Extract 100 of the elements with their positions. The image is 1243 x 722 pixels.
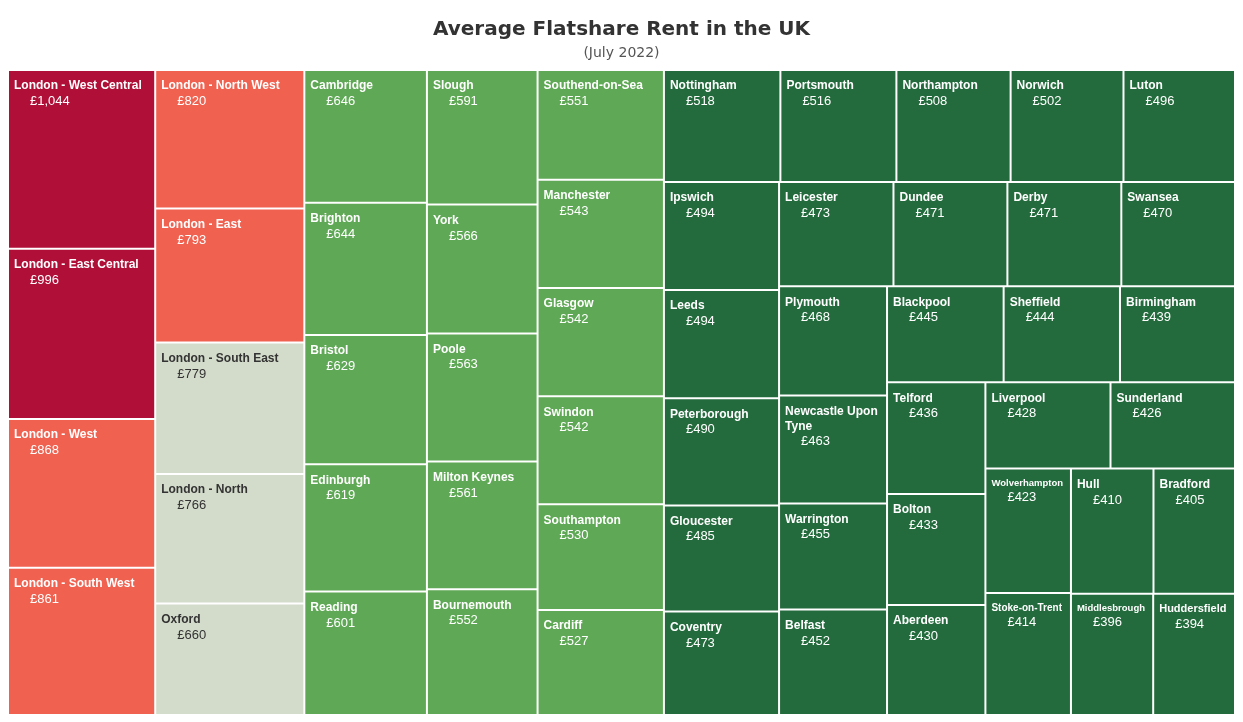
category-label: London - West Central (14, 78, 142, 93)
data-label: £551 (559, 93, 589, 109)
category-label: Edinburgh (310, 472, 371, 487)
data-label: £468 (801, 309, 830, 325)
data-label: £473 (685, 634, 715, 650)
data-label: £463 (801, 433, 830, 449)
category-label: Stoke-on-Trent (991, 601, 1063, 613)
category-label: Poole (432, 341, 466, 356)
category-label: London - East (161, 216, 242, 231)
category-label: Northampton (902, 78, 978, 93)
data-label: £629 (326, 358, 356, 374)
data-label: £619 (326, 487, 356, 503)
data-label: £470 (1143, 205, 1173, 221)
data-label: £410 (1092, 491, 1122, 507)
category-label: Oxford (161, 611, 201, 626)
data-label: £660 (177, 626, 207, 642)
category-label: London - North West (161, 78, 280, 93)
text: Average Flatshare Rent in the UK (432, 15, 812, 40)
category-label: Aberdeen (893, 613, 949, 628)
category-label: Birmingham (1125, 294, 1196, 309)
data-label: £563 (448, 356, 478, 372)
category-label: Peterborough (669, 406, 749, 421)
category-label: Middlesbrough (1076, 602, 1146, 614)
category-label: Milton Keynes (432, 469, 515, 484)
category-label: Nottingham (669, 78, 737, 93)
category-label: Dundee (899, 190, 944, 205)
category-label: Newcastle Upon Tyne (785, 403, 878, 433)
data-label: £646 (326, 93, 356, 109)
category-label: Leeds (669, 298, 705, 313)
data-label: £496 (1145, 93, 1175, 109)
data-label: £430 (909, 627, 938, 643)
category-label: Swansea (1127, 190, 1180, 205)
category-label: London - North (161, 482, 248, 497)
category-label: Sheffield (1009, 294, 1061, 309)
data-label: £566 (448, 227, 478, 243)
category-label: Luton (1129, 78, 1163, 93)
category-label: Huddersfield (1159, 602, 1227, 615)
text: (July 2022) (582, 44, 661, 60)
data-label: £542 (559, 419, 589, 435)
category-label: Hull (1076, 476, 1100, 491)
data-label: £591 (448, 93, 478, 109)
data-label: £485 (685, 528, 715, 544)
data-label: £779 (177, 365, 207, 381)
data-label: £542 (559, 311, 589, 327)
data-label: £473 (801, 205, 830, 221)
category-label: Gloucester (669, 513, 733, 528)
data-label: £516 (802, 93, 832, 109)
category-label: Derby (1013, 190, 1048, 205)
category-label: Bolton (893, 502, 932, 517)
category-label: Leicester (785, 190, 839, 205)
data-label: £601 (326, 614, 356, 630)
category-label: Brighton (310, 211, 361, 226)
category-label: London - West (14, 427, 98, 442)
data-label: £518 (685, 93, 715, 109)
category-label: London - East Central (14, 256, 139, 271)
data-label: £561 (448, 484, 478, 500)
category-label: Cardiff (543, 618, 584, 633)
data-label: £868 (30, 442, 59, 458)
category-label: Telford (893, 390, 933, 405)
data-label: £530 (559, 527, 589, 543)
data-label: £394 (1175, 615, 1205, 631)
data-label: £428 (1007, 405, 1037, 421)
category-label: Swindon (543, 404, 594, 419)
data-label: £644 (326, 225, 356, 241)
data-label: £508 (918, 93, 948, 109)
data-label: £552 (448, 612, 478, 628)
data-label: £527 (559, 633, 589, 648)
category-label: Ipswich (669, 190, 714, 205)
data-label: £1,044 (30, 93, 70, 109)
data-label: £444 (1025, 309, 1055, 325)
data-label: £445 (909, 309, 938, 325)
category-label: Bradford (1159, 476, 1211, 491)
category-label: Plymouth (785, 294, 840, 309)
category-label: Norwich (1016, 78, 1064, 93)
data-label: £861 (30, 590, 59, 606)
data-label: £494 (685, 313, 715, 329)
data-label: £490 (685, 421, 715, 437)
category-label: London - South West (14, 575, 135, 590)
data-label: £426 (1132, 405, 1162, 421)
category-label: Bristol (310, 343, 349, 358)
category-label: Reading (310, 599, 358, 614)
category-label: Sunderland (1116, 390, 1183, 405)
category-label: Cambridge (310, 78, 374, 93)
data-label: £436 (909, 405, 938, 421)
data-label: £405 (1175, 491, 1205, 507)
data-label: £494 (685, 205, 715, 221)
data-label: £543 (559, 202, 589, 218)
data-label: £793 (177, 231, 207, 247)
data-label: £396 (1092, 614, 1122, 630)
data-label: £766 (177, 497, 207, 513)
data-label: £423 (1007, 489, 1037, 505)
data-label: £471 (915, 205, 945, 221)
data-label: £471 (1029, 205, 1059, 221)
category-label: London - South East (161, 350, 279, 365)
category-label: Coventry (669, 619, 723, 634)
category-label: Belfast (785, 617, 826, 632)
category-label: Southampton (543, 512, 621, 527)
data-label: £414 (1007, 614, 1037, 630)
category-label: Portsmouth (786, 78, 854, 93)
category-label: Liverpool (991, 390, 1046, 405)
